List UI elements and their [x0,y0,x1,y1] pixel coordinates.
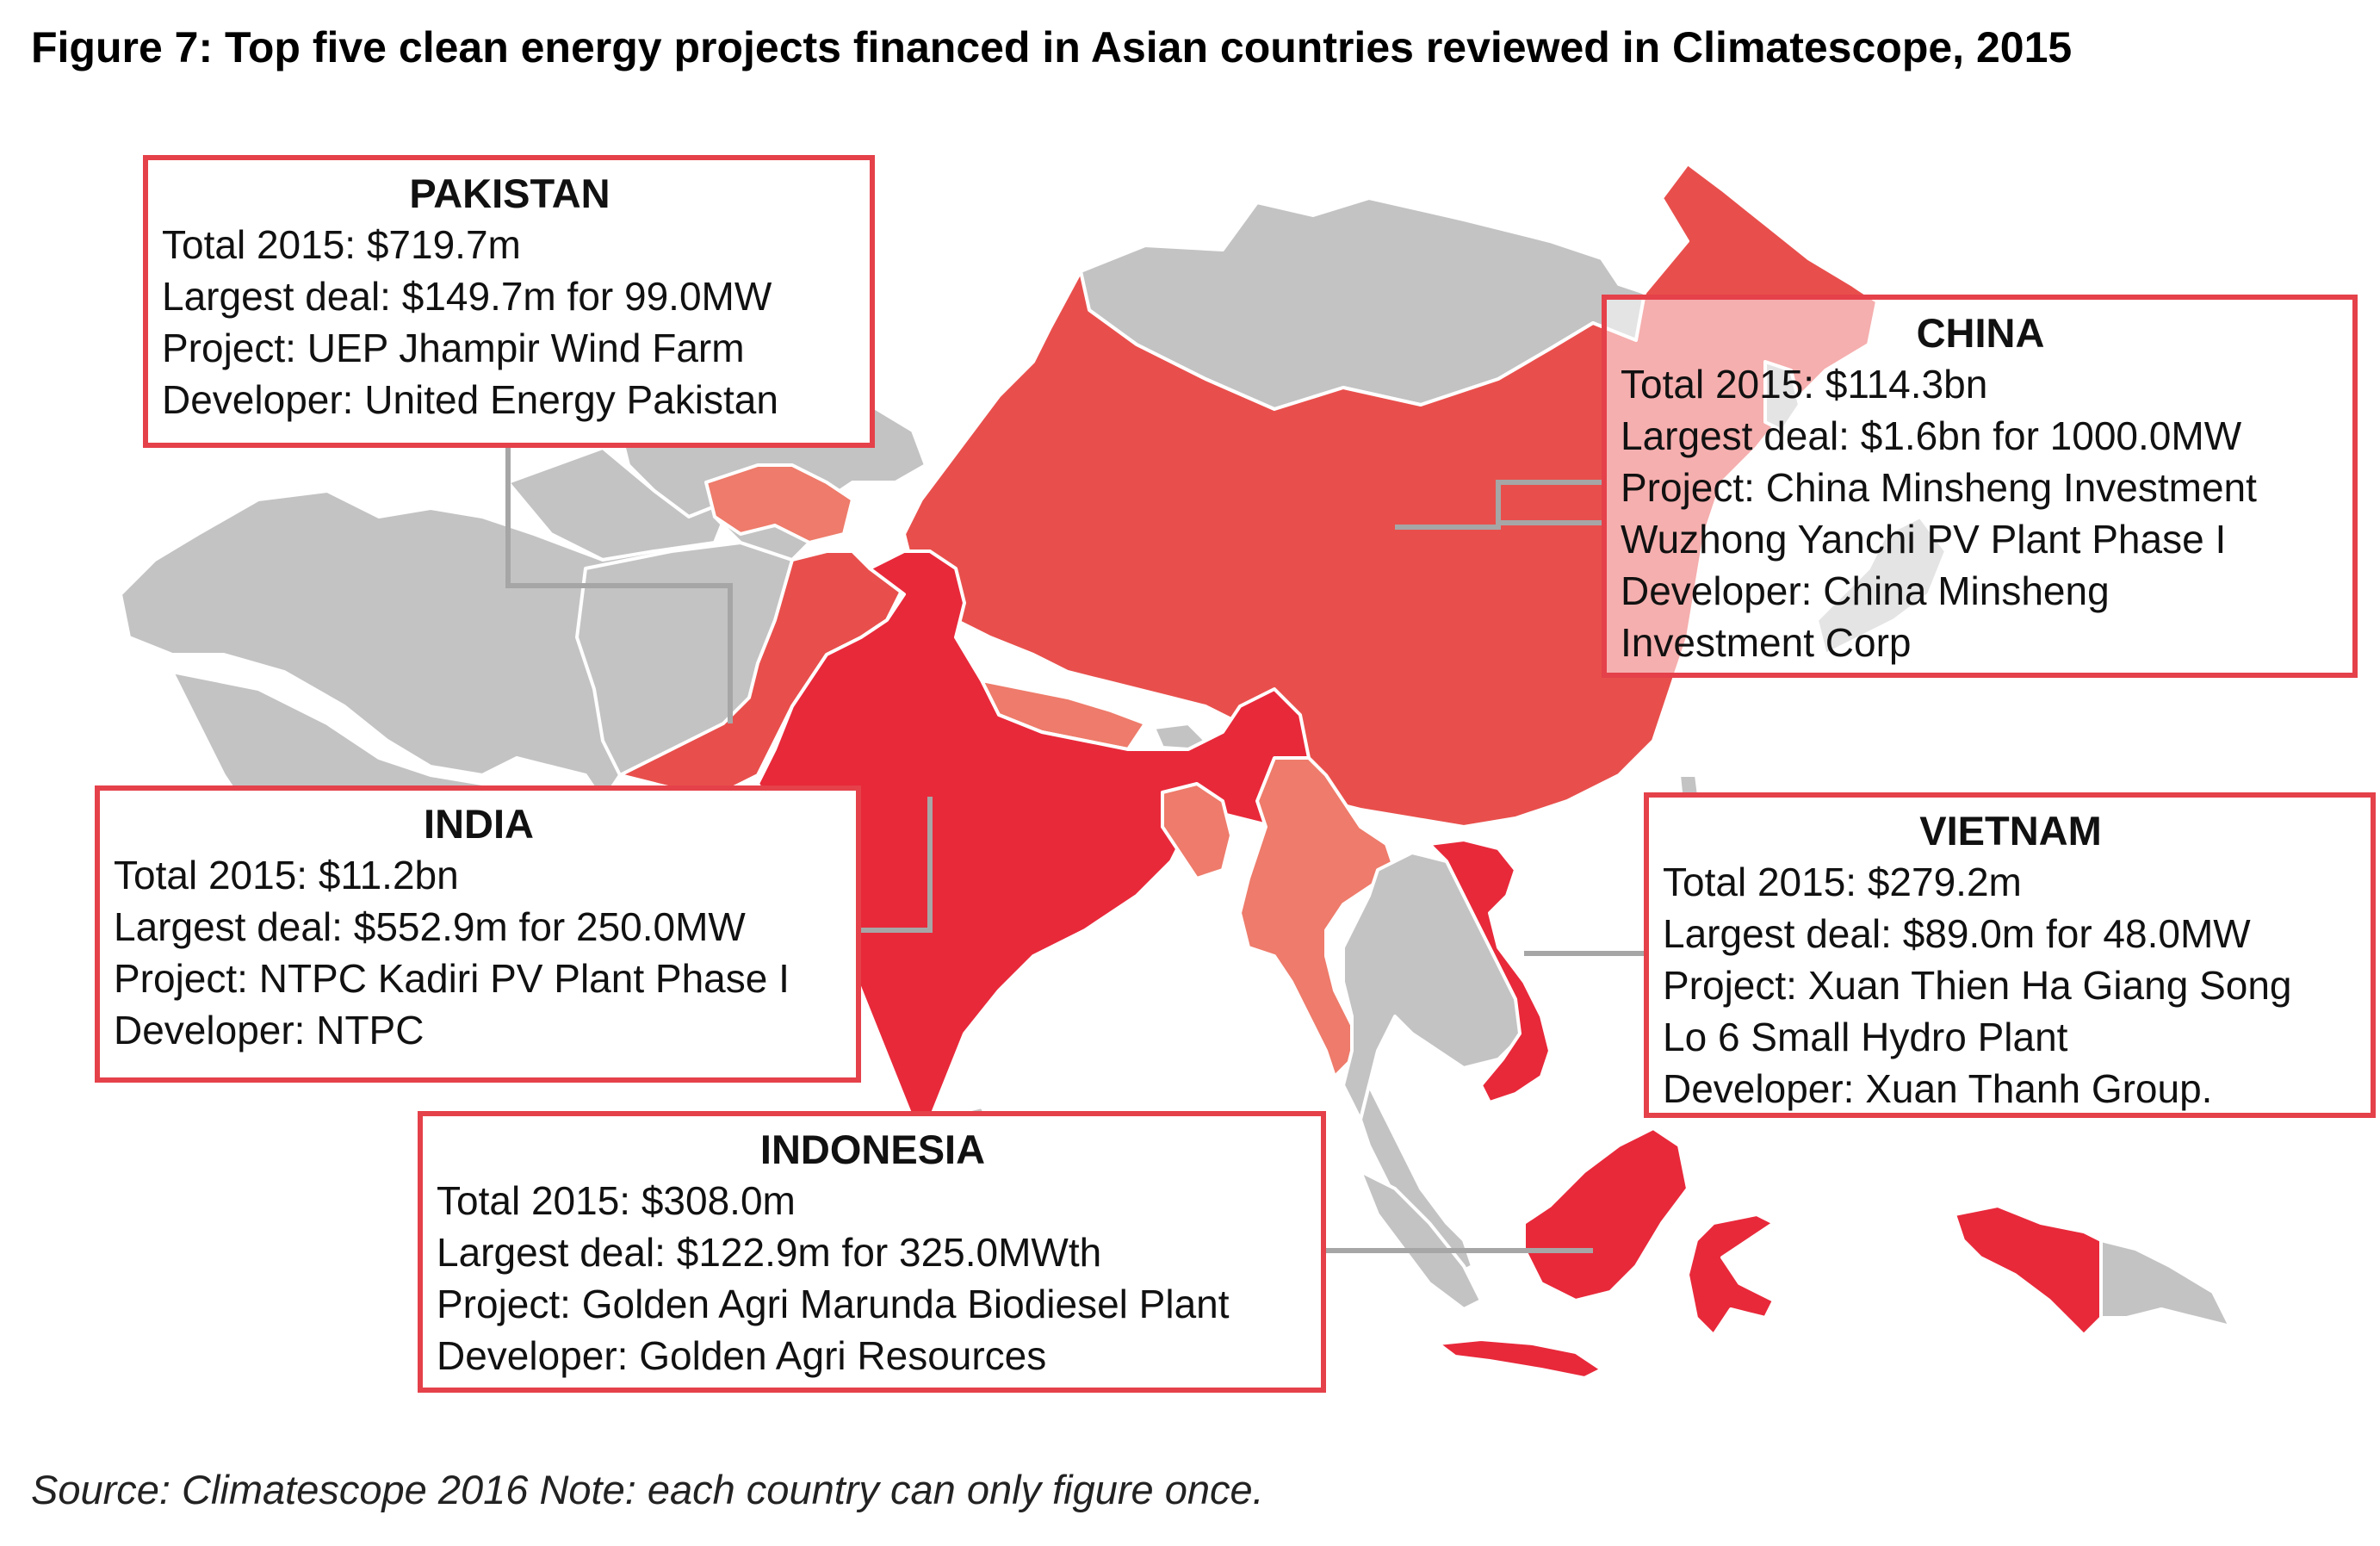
indonesia-total: Total 2015: $308.0m [437,1178,796,1223]
indonesia-country-label: INDONESIA [759,1127,986,1172]
china-developer-line-1: Developer: China Minsheng [1621,568,2110,613]
vietnam-total: Total 2015: $279.2m [1663,860,2022,904]
vietnam-project-line-2: Lo 6 Small Hydro Plant [1663,1015,2068,1059]
pakistan-developer: Developer: United Energy Pakistan [162,377,778,422]
china-project-line-1: Project: China Minsheng Investment [1621,465,2257,510]
china-callout: CHINA Total 2015: $114.3bn Largest deal:… [1602,295,2358,678]
java-region [1436,1338,1603,1380]
india-developer: Developer: NTPC [114,1008,425,1052]
china-project-line-2: Wuzhong Yanchi PV Plant Phase I [1621,517,2227,562]
india-total: Total 2015: $11.2bn [114,853,459,897]
vietnam-developer: Developer: Xuan Thanh Group. [1663,1066,2213,1111]
china-leader-line-2 [1395,480,1602,530]
china-largest-deal: Largest deal: $1.6bn for 1000.0MW [1621,413,2242,458]
india-callout: INDIA Total 2015: $11.2bn Largest deal: … [95,785,861,1083]
china-country-label: CHINA [1916,310,2045,356]
vietnam-country-label: VIETNAM [1919,808,2102,854]
source-note: Source: Climatescope 2016 Note: each cou… [31,1467,1264,1512]
indonesia-developer: Developer: Golden Agri Resources [437,1333,1047,1378]
vietnam-project-line-1: Project: Xuan Thien Ha Giang Song [1663,963,2292,1008]
india-project: Project: NTPC Kadiri PV Plant Phase I [114,956,790,1001]
india-leader-line [861,797,933,933]
india-region [756,549,1311,1121]
pakistan-total: Total 2015: $719.7m [162,222,521,267]
china-leader-line [1496,520,1602,525]
papua-region [1953,1204,2103,1337]
sumatra-region [1359,1170,1483,1311]
india-largest-deal: Largest deal: $552.9m for 250.0MW [114,904,746,949]
pakistan-callout: PAKISTAN Total 2015: $719.7m Largest dea… [143,155,875,448]
indonesia-largest-deal: Largest deal: $122.9m for 325.0MWth [437,1230,1102,1275]
india-country-label: INDIA [424,801,534,847]
figure-title: Figure 7: Top five clean energy projects… [31,23,2073,71]
indonesia-project: Project: Golden Agri Marunda Biodiesel P… [437,1282,1230,1326]
sulawesi-region [1686,1213,1776,1337]
china-developer-line-2: Investment Corp [1621,620,1912,665]
pakistan-country-label: PAKISTAN [409,171,610,216]
indonesia-callout: INDONESIA Total 2015: $308.0m Largest de… [418,1111,1326,1393]
kyrgyzstan-region [704,463,854,544]
vietnam-region [1428,838,1552,1104]
pakistan-largest-deal: Largest deal: $149.7m for 99.0MW [162,274,772,319]
pakistan-project: Project: UEP Jhampir Wind Farm [162,326,745,370]
vietnam-largest-deal: Largest deal: $89.0m for 48.0MW [1663,911,2251,956]
borneo-region [1522,1127,1689,1302]
bangladesh-region [1161,782,1233,880]
pakistan-leader-line [505,444,733,723]
china-total: Total 2015: $114.3bn [1621,362,1988,407]
vietnam-callout: VIETNAM Total 2015: $279.2m Largest deal… [1644,792,2376,1118]
png-region [2099,1239,2232,1328]
